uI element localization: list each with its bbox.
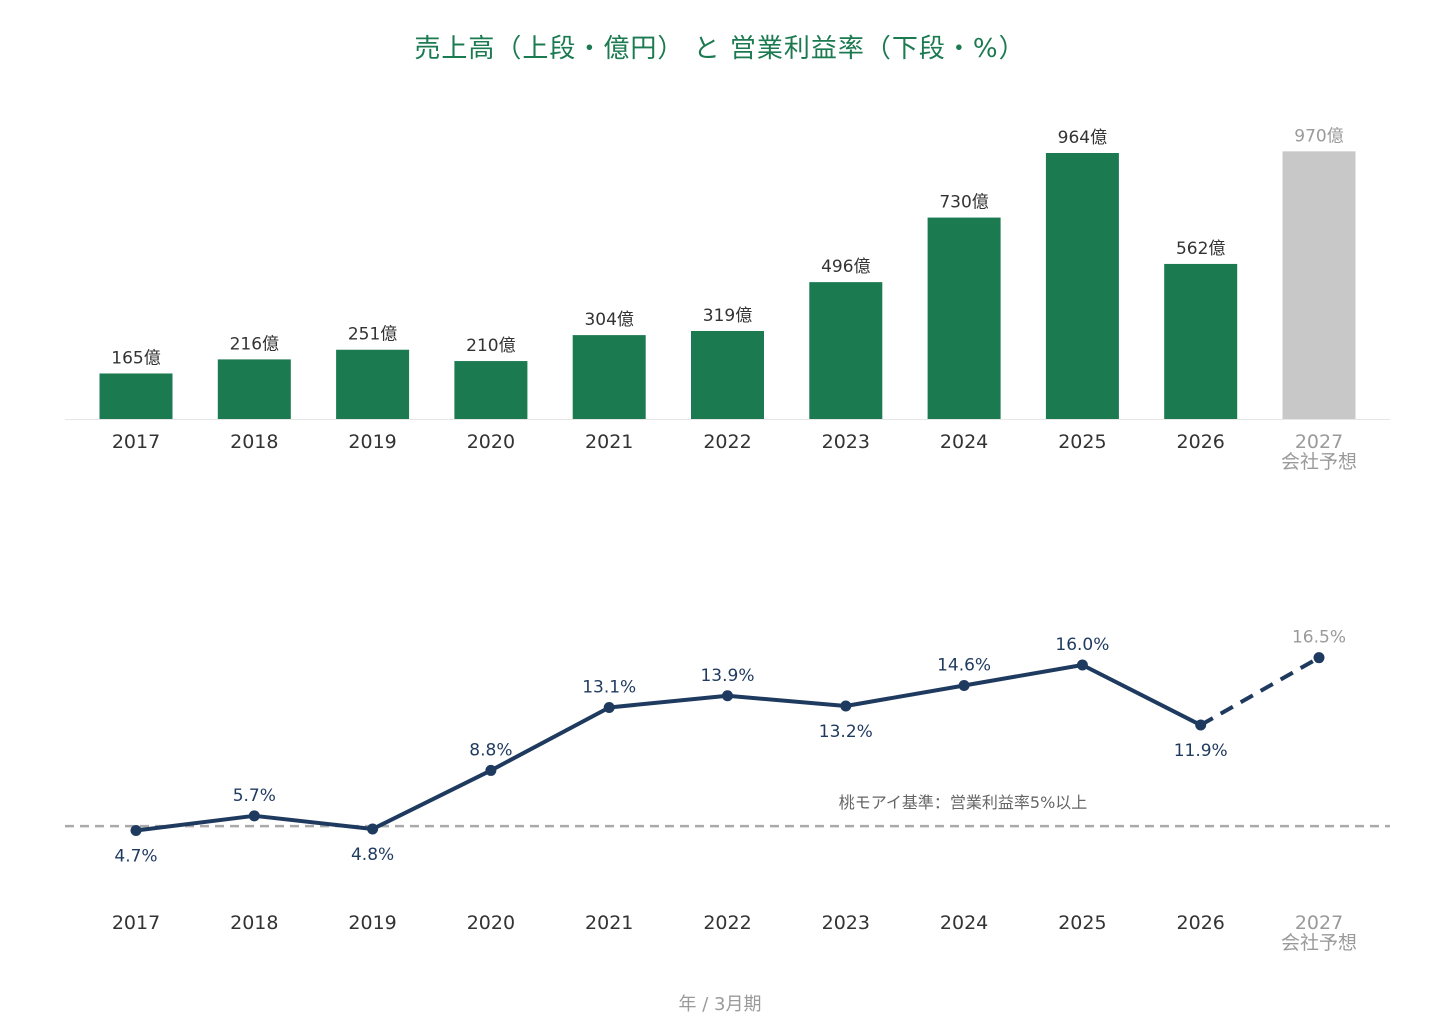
operating-margin-series-line xyxy=(134,663,1203,833)
revenue-value-label-2020: 210億 xyxy=(466,336,515,356)
revenue-bar-2025 xyxy=(1045,153,1119,419)
margin-x-tick-2026: 2026 xyxy=(1177,912,1225,934)
operating-margin-value-label-2020: 8.8% xyxy=(469,740,512,760)
margin-x-tick-2017: 2017 xyxy=(112,912,160,934)
revenue-bar-2022 xyxy=(691,330,764,419)
operating-margin-value-label-2017: 4.7% xyxy=(114,846,157,866)
revenue-bar-2026 xyxy=(1164,263,1238,419)
revenue-value-label-2024: 730億 xyxy=(939,193,988,213)
margin-x-tick-2021: 2021 xyxy=(585,912,633,934)
operating-margin-value-label-2018: 5.7% xyxy=(233,786,276,806)
operating-margin-point-2021 xyxy=(603,701,615,713)
revenue-bar-2027 xyxy=(1282,151,1356,419)
revenue-bar-2017 xyxy=(99,373,173,419)
benchmark-reference-label: 桃モアイ基準：営業利益率5%以上 xyxy=(839,793,1088,812)
revenue-x-tick-2020: 2020 xyxy=(467,431,515,453)
revenue-x-tick-2026: 2026 xyxy=(1177,431,1225,453)
operating-margin-value-label-2026: 11.9% xyxy=(1174,741,1228,761)
margin-x-tick-2018: 2018 xyxy=(230,912,278,934)
revenue-bar-2021 xyxy=(572,335,646,419)
operating-margin-point-2027 xyxy=(1313,652,1325,664)
revenue-bar-chart: 165億 2017 216億 2018 251億 2019 210億 2020 304億 2021… xyxy=(65,126,1390,473)
revenue-value-label-2019: 251億 xyxy=(348,325,397,345)
revenue-x-tick-2022: 2022 xyxy=(703,431,751,453)
operating-margin-point-2022 xyxy=(722,690,733,702)
operating-margin-forecast-line xyxy=(1199,655,1320,727)
revenue-bar-2020 xyxy=(454,361,528,419)
revenue-x-tick-2017: 2017 xyxy=(112,431,160,453)
operating-margin-point-2020 xyxy=(485,764,497,776)
operating-margin-value-label-2023: 13.2% xyxy=(819,722,873,742)
revenue-bar-2019 xyxy=(336,349,410,419)
revenue-x-tick-2021: 2021 xyxy=(585,431,633,453)
revenue-x-tick-2025: 2025 xyxy=(1058,431,1106,453)
margin-x-tick-2025: 2025 xyxy=(1058,912,1106,934)
operating-margin-value-label-2027: 16.5% xyxy=(1292,628,1346,648)
revenue-value-label-2021: 304億 xyxy=(584,310,633,330)
operating-margin-point-2023 xyxy=(840,700,852,712)
revenue-x-tick-2027: 2027 xyxy=(1295,431,1343,453)
operating-margin-value-label-2024: 14.6% xyxy=(937,656,991,676)
margin-x-tick-2023: 2023 xyxy=(822,912,870,934)
margin-x-tick-2024: 2024 xyxy=(940,912,988,934)
operating-margin-point-2017 xyxy=(130,824,142,836)
margin-x-tick-2019: 2019 xyxy=(348,912,396,934)
margin-x-tick-2027: 2027 xyxy=(1295,912,1343,934)
operating-margin-value-label-2025: 16.0% xyxy=(1055,635,1109,655)
revenue-value-label-2025: 964億 xyxy=(1058,128,1107,148)
revenue-bar-2024 xyxy=(927,217,1001,419)
revenue-value-label-2022: 319億 xyxy=(703,306,752,326)
chart-title: 売上高（上段・億円） と 営業利益率（下段・%） xyxy=(414,34,1026,64)
operating-margin-line-chart: 桃モアイ基準：営業利益率5%以上 4.7% 2017 5.7% 2018 4.8% 2019… xyxy=(65,628,1390,954)
revenue-value-label-2026: 562億 xyxy=(1176,239,1225,259)
revenue-x-tick-2019: 2019 xyxy=(348,431,396,453)
margin-forecast-note: 会社予想 xyxy=(1281,932,1357,954)
revenue-value-label-2018: 216億 xyxy=(230,334,279,354)
margin-x-tick-2022: 2022 xyxy=(703,912,751,934)
revenue-x-tick-2024: 2024 xyxy=(940,431,988,453)
x-axis-unit-label: 年 / 3月期 xyxy=(678,994,762,1015)
revenue-value-label-2027: 970億 xyxy=(1294,126,1343,146)
revenue-bar-2023 xyxy=(809,282,883,419)
revenue-value-label-2023: 496億 xyxy=(821,257,870,277)
revenue-x-tick-2023: 2023 xyxy=(822,431,870,453)
revenue-x-tick-2018: 2018 xyxy=(230,431,278,453)
operating-margin-value-label-2019: 4.8% xyxy=(351,845,394,865)
operating-margin-point-2026 xyxy=(1195,719,1207,731)
operating-margin-value-label-2022: 13.9% xyxy=(700,666,754,686)
revenue-forecast-note: 会社予想 xyxy=(1281,451,1357,473)
operating-margin-point-2025 xyxy=(1076,659,1088,671)
operating-margin-point-2018 xyxy=(248,810,260,822)
revenue-value-label-2017: 165億 xyxy=(111,348,160,368)
revenue-bar-2018 xyxy=(217,359,291,419)
operating-margin-point-2019 xyxy=(367,823,379,835)
operating-margin-value-label-2021: 13.1% xyxy=(582,677,636,697)
margin-x-tick-2020: 2020 xyxy=(467,912,515,934)
operating-margin-point-2024 xyxy=(958,680,970,691)
